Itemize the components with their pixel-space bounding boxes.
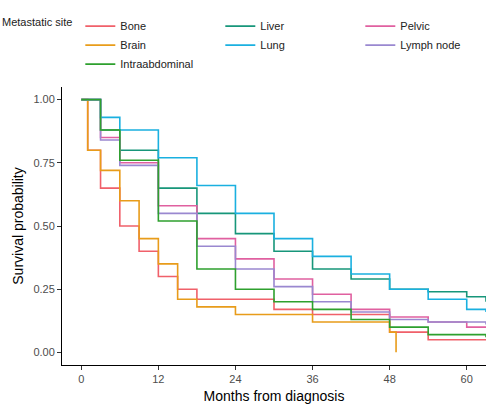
svg-text:Metastatic site: Metastatic site [2, 16, 72, 28]
svg-text:Survival probability: Survival probability [10, 167, 26, 284]
svg-text:24: 24 [229, 373, 241, 385]
svg-text:0.00: 0.00 [33, 346, 54, 358]
svg-text:Bone: Bone [120, 20, 146, 32]
svg-text:1.00: 1.00 [33, 93, 54, 105]
svg-text:36: 36 [306, 373, 318, 385]
svg-text:Intraabdominal: Intraabdominal [120, 58, 193, 70]
svg-text:Lymph node: Lymph node [400, 39, 460, 51]
svg-text:0: 0 [78, 373, 84, 385]
svg-text:0.50: 0.50 [33, 220, 54, 232]
svg-text:12: 12 [152, 373, 164, 385]
svg-text:Months from diagnosis: Months from diagnosis [204, 388, 345, 404]
svg-text:48: 48 [384, 373, 396, 385]
svg-text:60: 60 [461, 373, 473, 385]
svg-text:Brain: Brain [120, 39, 146, 51]
svg-text:Lung: Lung [260, 39, 284, 51]
svg-text:Pelvic: Pelvic [400, 20, 430, 32]
svg-text:Liver: Liver [260, 20, 284, 32]
svg-text:0.75: 0.75 [33, 157, 54, 169]
svg-text:0.25: 0.25 [33, 283, 54, 295]
